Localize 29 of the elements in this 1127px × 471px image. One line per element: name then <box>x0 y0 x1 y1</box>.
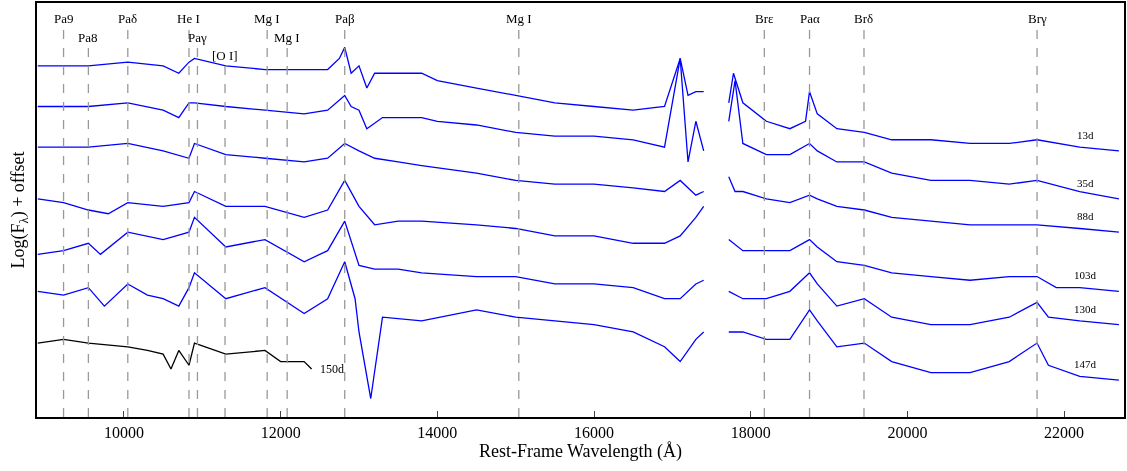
ref-line-label: Paα <box>800 11 820 26</box>
x-tick-label: 12000 <box>260 423 301 441</box>
ref-line-label: Pa9 <box>54 11 74 26</box>
series-label: 150d <box>320 362 344 376</box>
x-tick-label: 18000 <box>730 423 771 441</box>
ref-line-label: Paβ <box>335 11 355 26</box>
x-tick-label: 16000 <box>574 423 615 441</box>
ref-line-label: Brγ <box>1028 11 1047 26</box>
ref-line-label: Paδ <box>118 11 138 26</box>
ref-line-label: [O I] <box>212 48 238 63</box>
x-axis-title: Rest-Frame Wavelength (Å) <box>478 440 683 462</box>
series-label: 147d <box>1074 358 1097 370</box>
series-label: 13d <box>1077 129 1094 141</box>
ref-line-label: Brε <box>755 11 774 26</box>
x-tick-label: 22000 <box>1044 423 1085 441</box>
ref-line-label: Pa8 <box>78 30 98 45</box>
ref-line-label: Mg I <box>506 11 532 26</box>
x-tick-label: 10000 <box>103 423 144 441</box>
series-label: 35d <box>1077 177 1094 189</box>
series-label: 88d <box>1077 210 1094 222</box>
x-tick-label: 14000 <box>417 423 458 441</box>
ref-line-label: Brδ <box>854 11 874 26</box>
ref-line-label: He I <box>177 11 200 26</box>
ref-line-label: Mg I <box>274 30 300 45</box>
series-label: 103d <box>1074 269 1097 281</box>
ref-line-label: Paγ <box>188 30 207 45</box>
x-tick-label: 20000 <box>887 423 928 441</box>
series-label: 130d <box>1074 303 1097 315</box>
ref-line-label: Mg I <box>254 11 280 26</box>
